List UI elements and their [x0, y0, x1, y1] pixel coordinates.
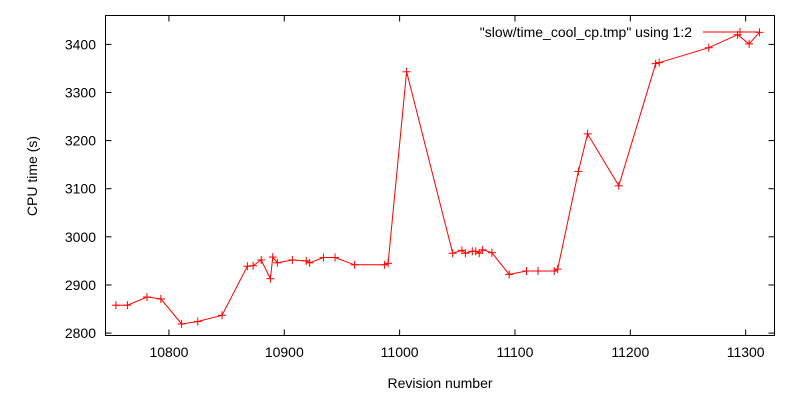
data-point	[156, 294, 165, 303]
data-point	[461, 249, 470, 258]
data-point	[380, 260, 389, 269]
data-point	[305, 258, 314, 267]
x-tick-label: 11300	[727, 344, 765, 360]
data-point	[583, 129, 592, 138]
data-point	[487, 248, 496, 257]
y-tick-label: 3100	[65, 181, 96, 197]
data-point	[534, 267, 543, 276]
data-point	[448, 249, 457, 258]
data-point	[350, 260, 359, 269]
axis-ticks	[105, 15, 775, 336]
y-tick-label: 2900	[65, 277, 96, 293]
y-tick-label: 3300	[65, 84, 96, 100]
data-point	[273, 258, 282, 267]
x-tick-label: 10900	[265, 344, 304, 360]
data-point	[402, 67, 411, 76]
y-tick-label: 3200	[65, 133, 96, 149]
x-tick-label: 11000	[381, 344, 419, 360]
data-point	[193, 317, 202, 326]
plot-frame	[105, 15, 775, 336]
legend-label: "slow/time_cool_cp.tmp" using 1:2	[480, 24, 692, 40]
data-point	[704, 43, 713, 52]
data-point	[319, 253, 328, 262]
data-point	[257, 255, 266, 264]
data-point	[745, 39, 754, 48]
y-axis-label: CPU time (s)	[24, 136, 40, 216]
data-point	[614, 181, 623, 190]
data-point	[550, 267, 559, 276]
data-point	[123, 301, 132, 310]
data-point	[574, 167, 583, 176]
data-point	[302, 256, 311, 265]
data-point	[384, 259, 393, 268]
legend: "slow/time_cool_cp.tmp" using 1:2	[480, 24, 760, 40]
data-point	[177, 319, 186, 328]
series-line	[115, 31, 760, 325]
tick-labels: 10800 10900 11000 11100 11200 11300 2800 2900 30…	[65, 36, 765, 360]
legend-marker	[736, 28, 744, 36]
data-point	[553, 265, 562, 274]
data-point	[331, 253, 340, 262]
data-point	[111, 301, 120, 310]
data-point	[143, 293, 152, 302]
data-point	[475, 249, 484, 258]
data-point	[268, 253, 277, 262]
data-point	[471, 247, 480, 256]
x-tick-label: 11200	[611, 344, 649, 360]
x-axis-label: Revision number	[387, 375, 492, 391]
y-tick-label: 3400	[65, 36, 96, 52]
data-point	[651, 59, 660, 68]
legend-marker-point	[736, 28, 744, 36]
x-tick-label: 10800	[149, 344, 188, 360]
y-tick-label: 3000	[65, 229, 96, 245]
data-point	[266, 274, 275, 283]
data-point	[478, 245, 487, 254]
data-point	[505, 270, 514, 279]
data-point	[249, 261, 258, 270]
x-tick-label: 11100	[497, 344, 534, 360]
data-point	[655, 58, 664, 67]
data-point	[288, 255, 297, 264]
series-markers	[111, 28, 764, 328]
y-tick-label: 2800	[65, 325, 96, 341]
data-point	[522, 267, 531, 276]
data-point	[217, 311, 226, 320]
